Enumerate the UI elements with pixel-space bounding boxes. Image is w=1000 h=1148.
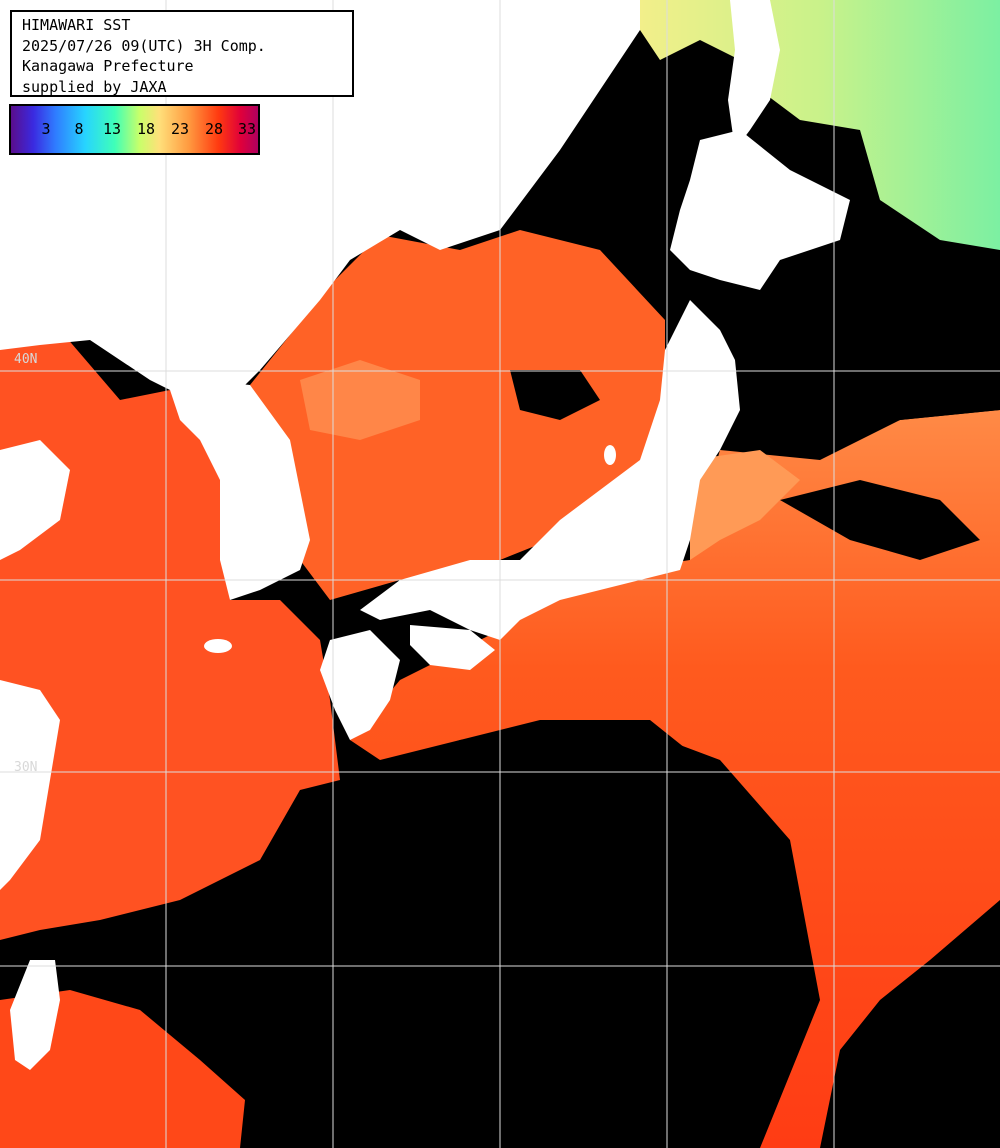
land-shikoku [410, 625, 495, 670]
scale-tick: 18 [136, 120, 156, 138]
scale-tick: 8 [74, 120, 84, 138]
sea-of-japan [250, 230, 665, 600]
land-kyushu [320, 630, 400, 740]
title-box: HIMAWARI SST 2025/07/26 09(UTC) 3H Comp.… [10, 10, 354, 97]
land-island-jeju [204, 639, 232, 653]
land-china-coast [0, 440, 70, 560]
land-asia-north [0, 0, 640, 400]
scale-tick: 28 [204, 120, 224, 138]
land-hokkaido [670, 130, 850, 290]
lat-label-40n: 40N [14, 352, 38, 367]
cloud-north-pacific [745, 260, 1000, 450]
scale-tick: 3 [41, 120, 51, 138]
south-china-sea-patch [0, 990, 245, 1148]
lat-label-30n: 30N [14, 760, 38, 775]
land-island-sado [604, 445, 616, 465]
region-name: Kanagawa Prefecture [22, 57, 194, 75]
cool-patch-korea [300, 360, 420, 440]
pacific-ocean [350, 410, 1000, 1148]
okhotsk-sea [640, 0, 1000, 250]
land-china-east [0, 680, 60, 890]
timestamp: 2025/07/26 09(UTC) 3H Comp. [22, 36, 266, 55]
scale-tick: 33 [237, 120, 257, 138]
cloud-pacific-south [100, 730, 820, 1148]
cloud-kuroshio [780, 480, 980, 560]
land-korea [170, 380, 310, 600]
data-credit: supplied by JAXA [22, 77, 167, 96]
product-title: HIMAWARI SST [22, 16, 131, 34]
land-taiwan [10, 960, 60, 1070]
temperature-color-scale: 3 8 13 18 23 28 33 [9, 104, 260, 155]
land-sakhalin [728, 0, 780, 150]
cool-patch-tohoku [690, 450, 800, 560]
scale-tick: 23 [170, 120, 190, 138]
yellow-sea [0, 330, 340, 940]
scale-tick: 13 [102, 120, 122, 138]
land-honshu [360, 300, 740, 640]
cloud-east-sea [510, 370, 600, 420]
